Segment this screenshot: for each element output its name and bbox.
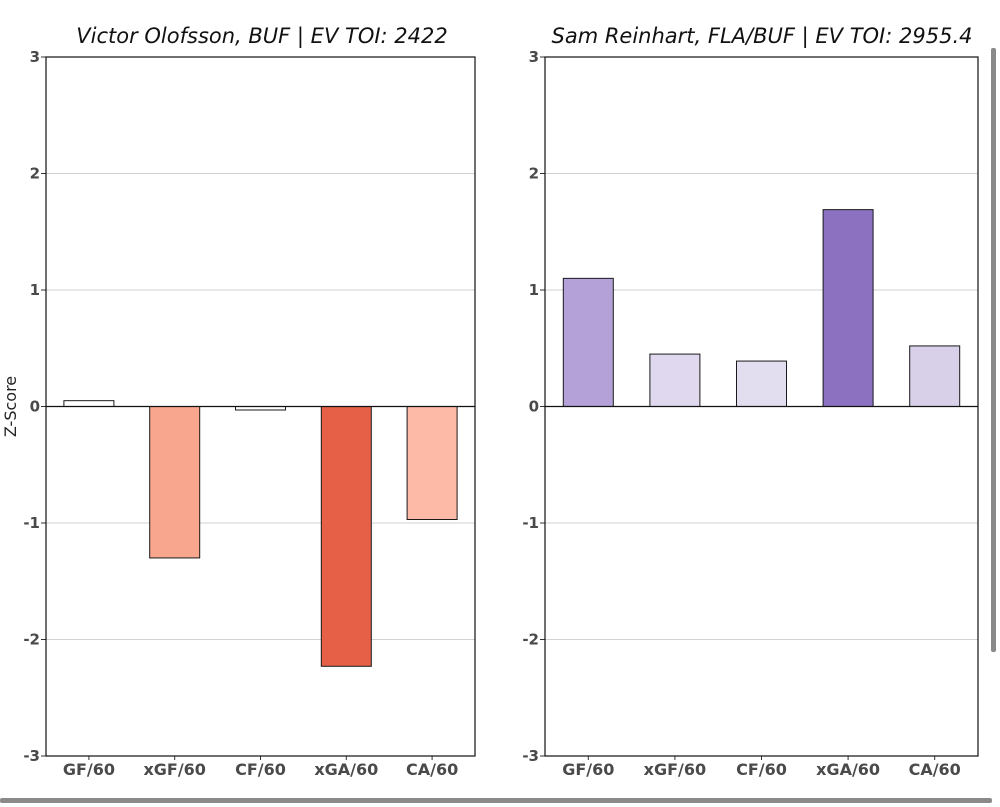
- bar-ca-per-60: [909, 345, 961, 408]
- bar-xgf-per-60: [149, 406, 201, 559]
- y-tick-label: -1: [522, 514, 539, 532]
- bar-xga-per-60: [822, 209, 874, 407]
- left-panel-victor-olofsson: Victor Olofsson, BUF | EV TOI: 2422 -3 -2 -…: [1, 24, 476, 779]
- y-tick-label: 3: [529, 48, 539, 66]
- x-category-label: xGA/60: [816, 760, 880, 779]
- bar-gf-per-60: [63, 400, 115, 407]
- y-tick-label: 2: [529, 165, 539, 183]
- y-tick-label: -2: [522, 631, 539, 649]
- bar-ca-per-60: [406, 406, 458, 521]
- vertical-scrollbar[interactable]: [991, 48, 996, 652]
- x-category-label: CF/60: [736, 760, 787, 779]
- bar-xga-per-60: [320, 406, 372, 667]
- x-category-label: GF/60: [63, 760, 115, 779]
- y-tick-label: -1: [23, 514, 40, 532]
- horizontal-scrollbar[interactable]: [0, 798, 992, 803]
- y-tick-label: 1: [30, 281, 40, 299]
- y-tick-label: -2: [23, 631, 40, 649]
- y-axis-label: Z-Score: [1, 376, 20, 437]
- y-tick-label: 0: [529, 398, 539, 416]
- plot-frame: [544, 56, 979, 757]
- y-tick-label: 1: [529, 281, 539, 299]
- y-tick-label: 3: [30, 48, 40, 66]
- x-category-label: GF/60: [562, 760, 614, 779]
- right-panel-sam-reinhart: Sam Reinhart, FLA/BUF | EV TOI: 2955.4 -3…: [522, 24, 979, 779]
- y-tick-label: -3: [522, 747, 539, 765]
- x-category-label: CF/60: [235, 760, 286, 779]
- chart-title: Victor Olofsson, BUF | EV TOI: 2422: [76, 24, 447, 49]
- bar-xgf-per-60: [649, 353, 701, 408]
- bar-cf-per-60: [736, 360, 787, 408]
- y-tick-label: 0: [30, 398, 40, 416]
- chart-title: Sam Reinhart, FLA/BUF | EV TOI: 2955.4: [552, 24, 973, 49]
- x-category-label: xGF/60: [143, 760, 206, 779]
- bar-gf-per-60: [562, 277, 614, 407]
- x-category-label: CA/60: [909, 760, 961, 779]
- x-category-label: xGF/60: [644, 760, 707, 779]
- y-tick-label: -3: [23, 747, 40, 765]
- x-category-label: CA/60: [406, 760, 458, 779]
- x-category-label: xGA/60: [314, 760, 378, 779]
- y-tick-label: 2: [30, 165, 40, 183]
- plot-frame: [45, 56, 476, 757]
